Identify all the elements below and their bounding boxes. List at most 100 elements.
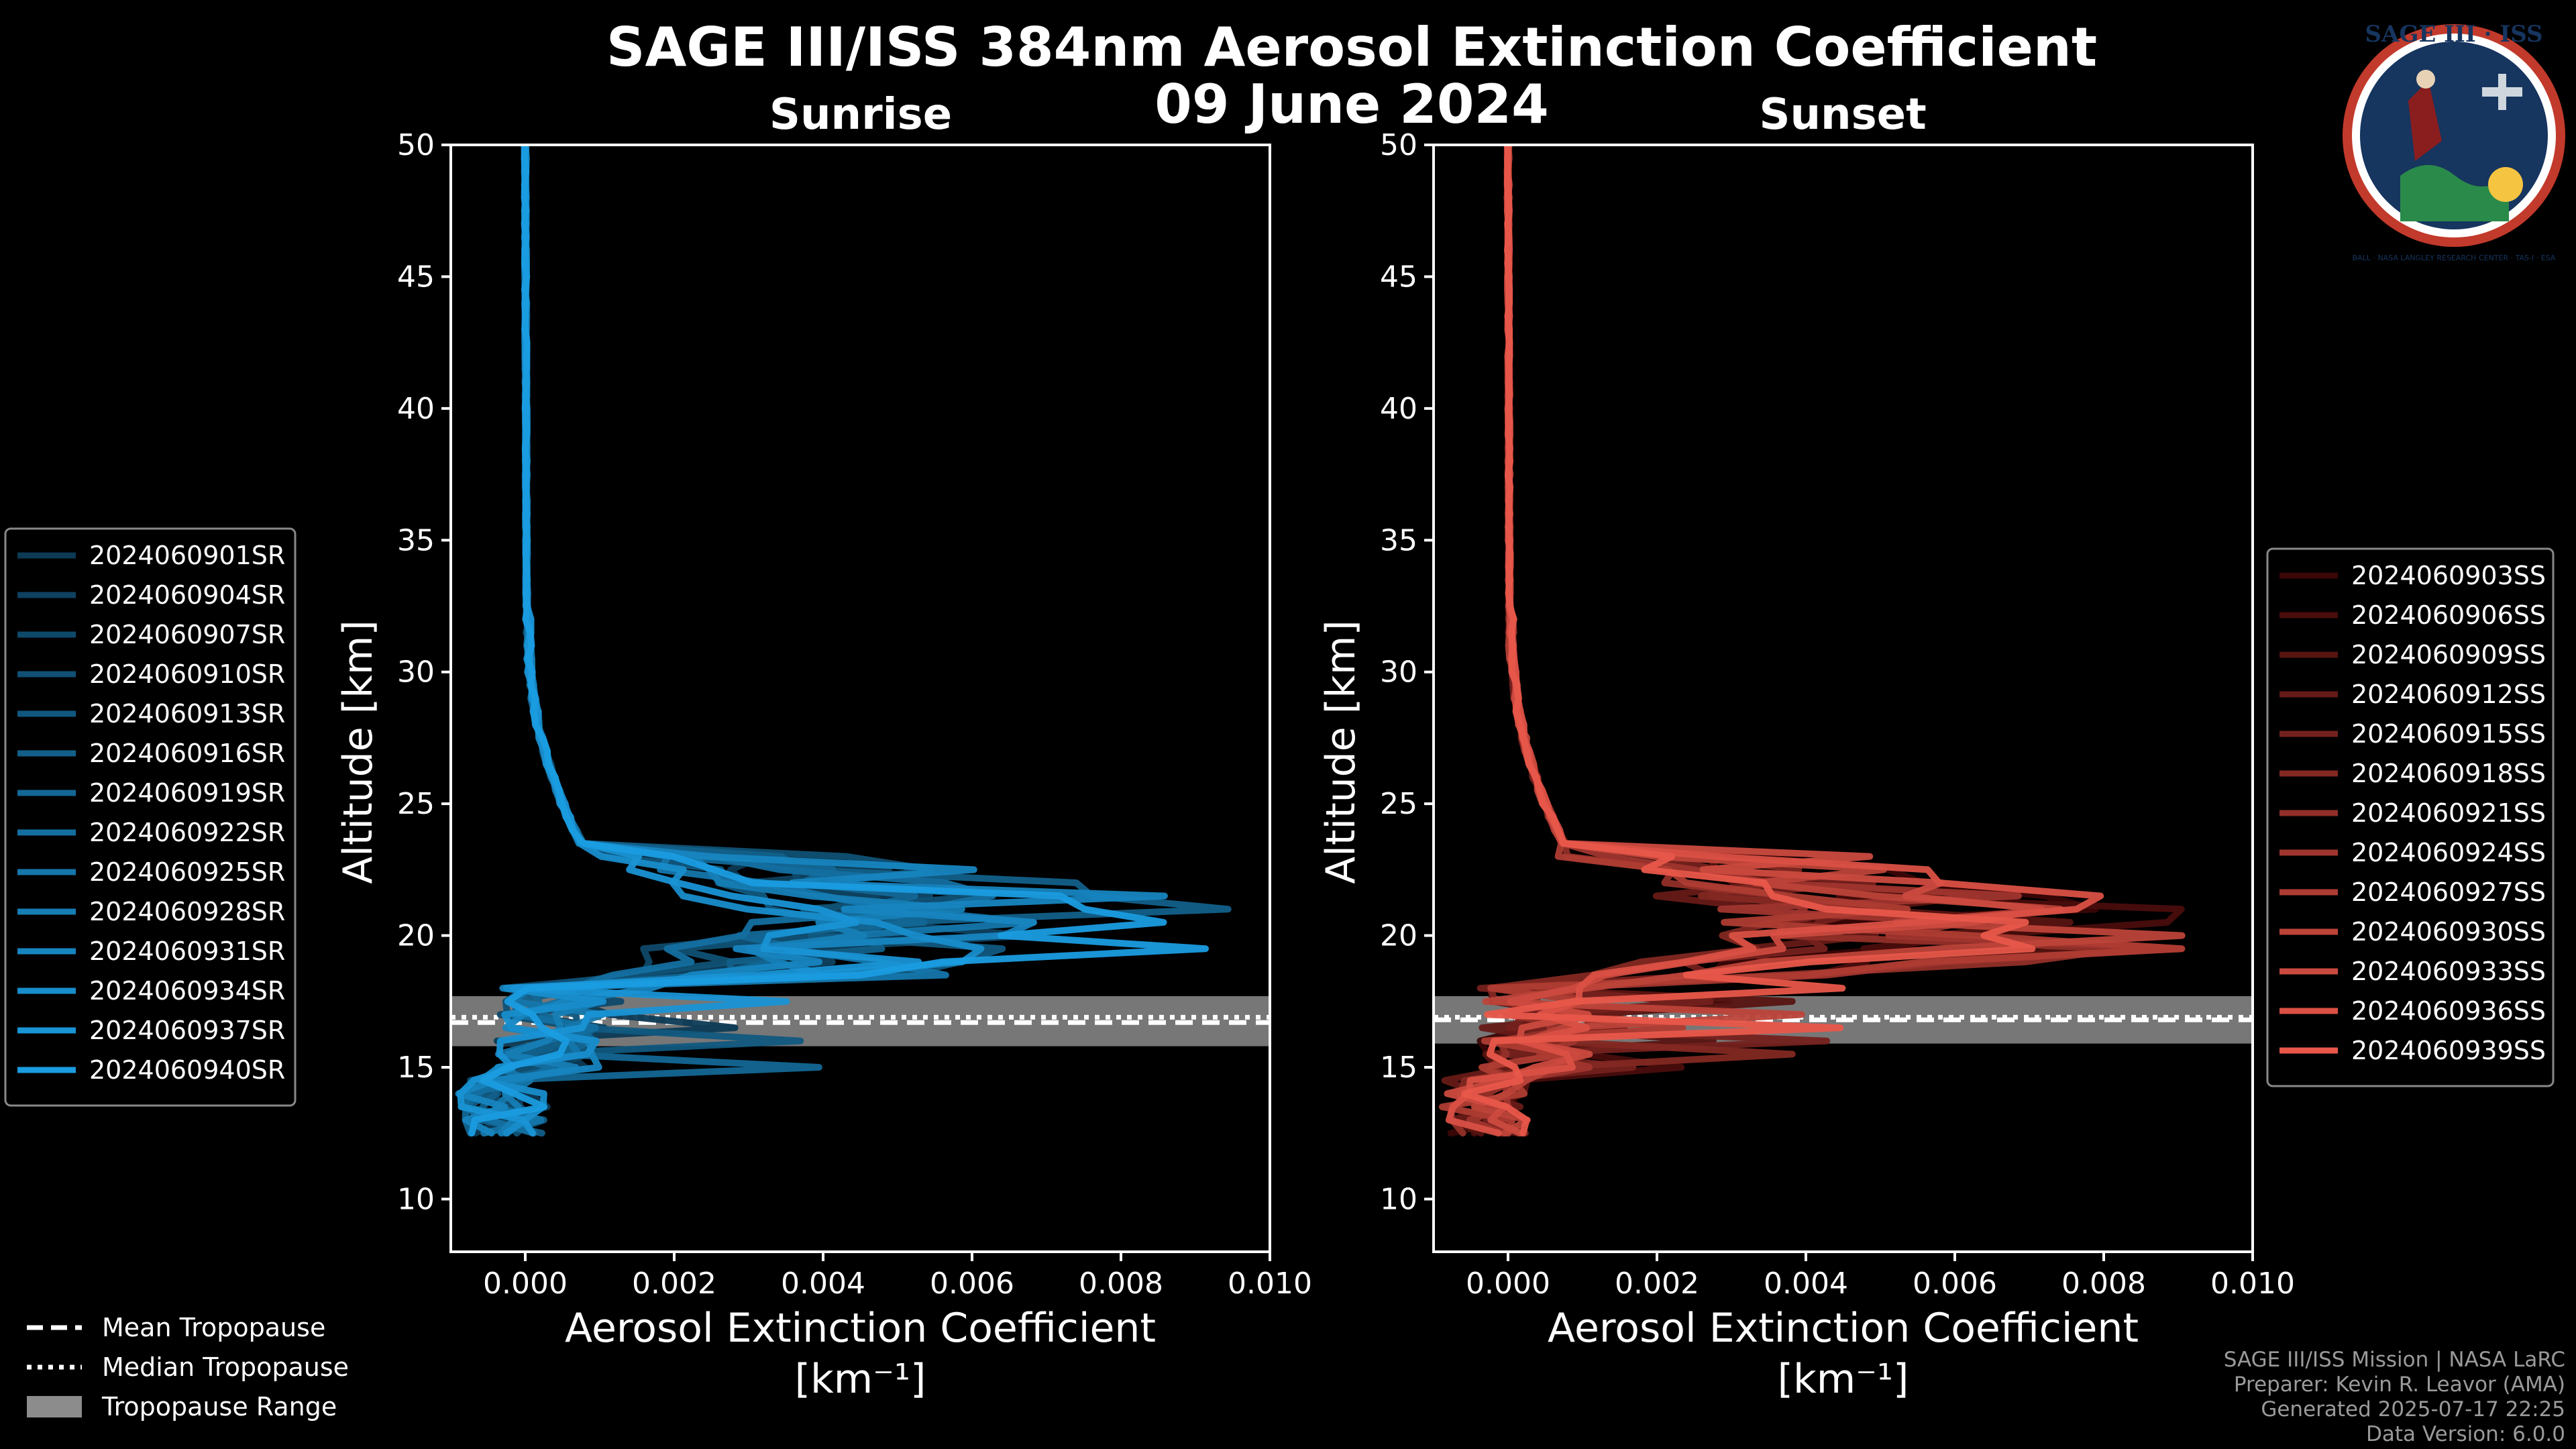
x-tick-label: 0.006 [1913, 1267, 1997, 1301]
legend-entry-2024060901SR: 2024060901SR [89, 541, 285, 570]
legend-entry-2024060903SS: 2024060903SS [2351, 561, 2546, 590]
legend-entry-2024060918SS: 2024060918SS [2351, 759, 2546, 788]
x-tick-label: 0.008 [2061, 1267, 2146, 1301]
y-tick-label: 35 [1380, 523, 1417, 557]
y-tick-label: 10 [1380, 1182, 1417, 1216]
legend-entry-2024060922SR: 2024060922SR [89, 818, 285, 847]
sunset-panel: 10 15 20 25 30 35 40 45 50 0.000 0.002 0.004 0.006 0.… [1318, 90, 2295, 1403]
x-axis-label: Aerosol Extinction Coefficient [565, 1305, 1156, 1352]
x-tick-label: 0.002 [632, 1267, 716, 1301]
credit-line-mission: SAGE III/ISS Mission | NASA LaRC [2224, 1348, 2565, 1372]
panel-title: Sunrise [769, 90, 952, 140]
y-tick-label: 30 [1380, 655, 1417, 690]
y-tick-label: 25 [397, 787, 435, 821]
y-tick-label: 45 [1380, 260, 1417, 294]
tropopause-legend: Mean Tropopause Median Tropopause Tropopau… [27, 1313, 349, 1421]
y-tick-label: 35 [397, 523, 435, 557]
x-tick-label: 0.000 [483, 1267, 568, 1301]
x-tick-label: 0.002 [1615, 1267, 1699, 1301]
x-tick-label: 0.006 [930, 1267, 1014, 1301]
legend-entry-2024060915SS: 2024060915SS [2351, 719, 2546, 749]
y-tick-label: 50 [1380, 128, 1417, 162]
patch-earth-icon [2400, 165, 2509, 221]
y-tick-label: 50 [397, 128, 435, 162]
plot-content [451, 145, 1270, 1137]
axes-frame [449, 144, 1271, 1253]
legend-entry-2024060925SR: 2024060925SR [89, 857, 285, 887]
legend-entry-2024060909SS: 2024060909SS [2351, 640, 2546, 669]
plot-area [451, 145, 1270, 1252]
y-tick-label: 15 [1380, 1051, 1417, 1085]
profile-line-2024060940SR [468, 145, 1209, 1137]
y-tick-label: 20 [1380, 919, 1417, 953]
legend-entry-2024060939SS: 2024060939SS [2351, 1036, 2546, 1065]
legend-entry-band: Tropopause Range [101, 1392, 337, 1421]
legend-entry-2024060937SR: 2024060937SR [89, 1016, 285, 1045]
legend-entry-dashed: Mean Tropopause [102, 1313, 325, 1342]
legend-entry-2024060912SS: 2024060912SS [2351, 680, 2546, 709]
patch-figure-icon [2408, 80, 2442, 161]
legend-entry-2024060906SS: 2024060906SS [2351, 600, 2546, 630]
panel-title: Sunset [1759, 90, 1926, 140]
legend-entry-2024060916SR: 2024060916SR [89, 739, 285, 768]
profile-line-2024060939SS [1461, 145, 2036, 1137]
legend-entry-2024060930SS: 2024060930SS [2351, 917, 2546, 947]
legend-swatch-tropopause-range [27, 1396, 82, 1417]
credit-line-preparer: Preparer: Kevin R. Leavor (AMA) [2234, 1373, 2565, 1397]
credit-line-version: Data Version: 6.0.0 [2366, 1422, 2565, 1446]
x-tick-label: 0.000 [1466, 1267, 1550, 1301]
x-tick-label: 0.008 [1079, 1267, 1163, 1301]
legend-entry-2024060934SR: 2024060934SR [89, 976, 285, 1006]
sunset-legend: 2024060903SS 2024060906SS 2024060909SS 2024… [2266, 547, 2555, 1087]
legend-entry-2024060919SR: 2024060919SR [89, 778, 285, 808]
legend-entry-2024060910SR: 2024060910SR [89, 659, 285, 689]
credit-line-generated: Generated 2025-07-17 22:25 [2261, 1397, 2565, 1421]
y-tick-label: 15 [397, 1051, 435, 1085]
x-tick-label: 0.004 [1764, 1267, 1848, 1301]
sunrise-panel: 10 15 20 25 30 35 40 45 50 0.000 0.002 0.004 0.006 0.… [335, 90, 1312, 1403]
x-tick-label: 0.010 [2210, 1267, 2295, 1301]
legend-entry-2024060927SS: 2024060927SS [2351, 877, 2546, 907]
x-tick-label: 0.010 [1228, 1267, 1312, 1301]
sage-iii-iss-mission-patch: SAGE III · ISS BALL · NASA LANGLEY RESEA… [2343, 21, 2565, 262]
legend-entry-2024060936SS: 2024060936SS [2351, 996, 2546, 1026]
x-axis-unit: [km⁻¹] [1778, 1356, 1909, 1403]
legend-entry-2024060913SR: 2024060913SR [89, 699, 285, 729]
plot-area [1434, 145, 2253, 1252]
legend-entry-2024060928SR: 2024060928SR [89, 897, 285, 926]
x-axis-label: Aerosol Extinction Coefficient [1548, 1305, 2139, 1352]
y-axis-label: Altitude [km] [335, 620, 382, 884]
patch-station-mast-icon [2498, 74, 2506, 110]
y-axis-label: Altitude [km] [1318, 620, 1364, 884]
axes-frame [1432, 144, 2254, 1253]
plot-content [1434, 145, 2253, 1137]
legend-entry-2024060907SR: 2024060907SR [89, 620, 285, 649]
x-axis-unit: [km⁻¹] [795, 1356, 926, 1403]
legend-entry-2024060904SR: 2024060904SR [89, 580, 285, 610]
patch-top-text: SAGE III · ISS [2365, 21, 2542, 48]
legend-entry-dotted: Median Tropopause [102, 1352, 349, 1382]
legend-entry-2024060921SS: 2024060921SS [2351, 798, 2546, 828]
patch-ring-text: BALL · NASA LANGLEY RESEARCH CENTER · TA… [2353, 254, 2556, 262]
sunrise-legend: 2024060901SR 2024060904SR 2024060907SR 2024… [4, 527, 297, 1107]
legend-entry-2024060931SR: 2024060931SR [89, 936, 285, 966]
y-tick-label: 10 [397, 1182, 435, 1216]
figure-date: 09 June 2024 [1155, 73, 1549, 136]
y-tick-label: 45 [397, 260, 435, 294]
legend-entry-2024060924SS: 2024060924SS [2351, 838, 2546, 867]
figure-title: SAGE III/ISS 384nm Aerosol Extinction Co… [606, 16, 2097, 78]
legend-frame [2266, 547, 2555, 1087]
y-tick-label: 40 [1380, 392, 1417, 426]
legend-entry-2024060933SS: 2024060933SS [2351, 957, 2546, 986]
patch-figure-head-icon [2416, 70, 2435, 89]
legend-frame [4, 527, 297, 1107]
y-tick-label: 20 [397, 919, 435, 953]
y-tick-label: 30 [397, 655, 435, 690]
x-tick-label: 0.004 [781, 1267, 865, 1301]
patch-sun-icon [2488, 167, 2523, 202]
y-tick-label: 40 [397, 392, 435, 426]
legend-entry-2024060940SR: 2024060940SR [89, 1055, 285, 1085]
y-tick-label: 25 [1380, 787, 1417, 821]
credits-block: SAGE III/ISS Mission | NASA LaRC Prepare… [2224, 1348, 2565, 1446]
